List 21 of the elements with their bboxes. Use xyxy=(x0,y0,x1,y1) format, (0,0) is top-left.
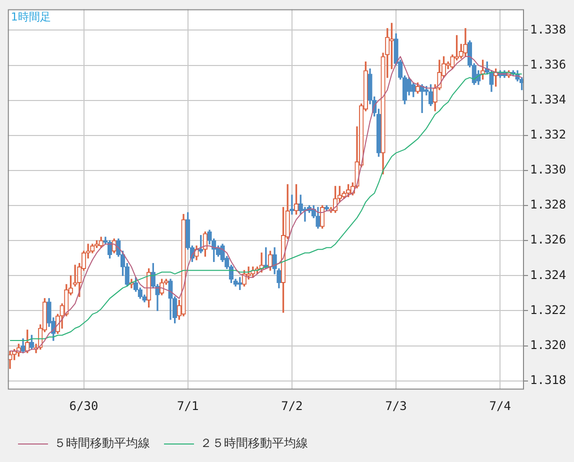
x-tick-label: 7/1 xyxy=(177,398,199,413)
x-tick-label: 7/2 xyxy=(281,398,303,413)
y-tick-label: 1.336 xyxy=(530,57,566,72)
y-tick-label: 1.332 xyxy=(530,128,566,142)
y-tick-label: 1.338 xyxy=(530,22,566,36)
candlestick xyxy=(420,84,424,113)
chart-title: 1時間足 xyxy=(10,10,51,24)
y-tick-label: 1.324 xyxy=(530,268,566,282)
y-tick-label: 1.328 xyxy=(530,198,566,212)
x-tick-label: 7/4 xyxy=(489,398,511,413)
y-tick-label: 1.330 xyxy=(530,162,566,177)
y-tick-label: 1.334 xyxy=(530,92,566,106)
x-tick-label: 6/30 xyxy=(69,398,98,413)
legend-label: ５時間移動平均線 xyxy=(54,436,150,450)
y-tick-label: 1.322 xyxy=(530,302,566,317)
legend-label: ２５時間移動平均線 xyxy=(200,436,308,450)
x-tick-label: 7/3 xyxy=(385,398,407,413)
y-tick-label: 1.326 xyxy=(530,232,566,247)
y-tick-label: 1.318 xyxy=(530,372,566,387)
y-tick-label: 1.320 xyxy=(530,338,566,352)
candlestick xyxy=(264,247,268,269)
